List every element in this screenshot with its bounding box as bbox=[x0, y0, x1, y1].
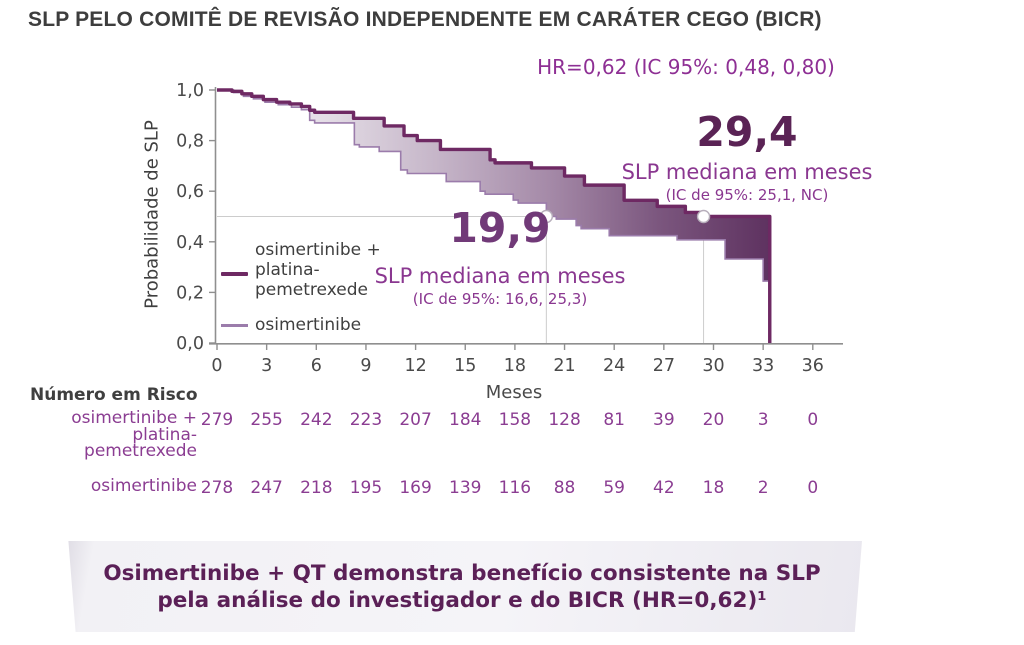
risk-value: 223 bbox=[349, 410, 383, 430]
median-caption-combo: SLP mediana em meses bbox=[621, 160, 873, 184]
legend-swatch-combo-line bbox=[221, 272, 248, 276]
x-axis-label: Meses bbox=[485, 382, 543, 403]
risk-value: 88 bbox=[553, 478, 576, 498]
legend-swatch-osi-line bbox=[221, 324, 248, 327]
page-title: SLP PELO COMITÊ DE REVISÃO INDEPENDENTE … bbox=[28, 8, 822, 31]
risk-table-heading: Número em Risco bbox=[30, 385, 198, 405]
risk-value: 116 bbox=[498, 478, 532, 498]
risk-value: 59 bbox=[603, 478, 625, 498]
risk-value: 169 bbox=[399, 478, 432, 498]
x-tick-label: 15 bbox=[454, 356, 476, 376]
risk-row-label: osimertinibe + platina-pemetrexede bbox=[71, 408, 197, 461]
risk-value: 278 bbox=[200, 478, 234, 498]
legend-label-osi: osimertinibe bbox=[255, 315, 415, 335]
median-marker-osimertinibe bbox=[539, 209, 554, 224]
risk-value: 18 bbox=[702, 478, 725, 498]
legend-label-line: pemetrexede bbox=[255, 280, 368, 300]
x-tick-label: 18 bbox=[504, 356, 526, 376]
risk-value: 207 bbox=[399, 410, 432, 430]
legend-label-line: osimertinibe + bbox=[255, 240, 381, 260]
y-axis-label: Probabilidade de SLP bbox=[141, 120, 163, 309]
banner-text-line2: pela análise do investigador e do BICR (… bbox=[157, 588, 767, 613]
risk-value: 128 bbox=[548, 410, 581, 430]
risk-value: 0 bbox=[807, 410, 819, 430]
median-caption-osimertinibe: SLP mediana em meses bbox=[374, 264, 626, 288]
risk-value: 81 bbox=[603, 410, 625, 430]
median-annotation-osimertinibe: 19,9 SLP mediana em meses (IC de 95%: 16… bbox=[355, 206, 645, 308]
legend-label-line: platina- bbox=[255, 260, 320, 280]
x-tick-label: 30 bbox=[702, 356, 724, 376]
median-value-combo: 29,4 bbox=[696, 108, 798, 156]
km-between-curve-fill bbox=[217, 90, 770, 343]
x-tick-label: 21 bbox=[553, 356, 575, 376]
risk-value: 184 bbox=[449, 410, 482, 430]
risk-value: 255 bbox=[250, 410, 283, 430]
risk-value: 242 bbox=[300, 410, 333, 430]
x-tick-label: 0 bbox=[211, 356, 222, 376]
x-tick-label: 6 bbox=[311, 356, 322, 376]
risk-value: 279 bbox=[200, 410, 234, 430]
risk-value: 139 bbox=[449, 478, 482, 498]
legend-label-combo: osimertinibe + platina-pemetrexede bbox=[255, 240, 415, 300]
hazard-ratio-annotation: HR=0,62 (IC 95%: 0,48, 0,80) bbox=[537, 55, 835, 79]
median-value-osimertinibe: 19,9 bbox=[449, 204, 551, 252]
y-tick-label: 1,0 bbox=[176, 81, 204, 101]
risk-value: 195 bbox=[349, 478, 383, 498]
x-tick-label: 9 bbox=[360, 356, 371, 376]
x-tick-label: 24 bbox=[603, 356, 625, 376]
risk-value: 2 bbox=[757, 478, 769, 498]
x-tick-label: 12 bbox=[404, 356, 426, 376]
x-tick-label: 3 bbox=[261, 356, 272, 376]
risk-value: 42 bbox=[653, 478, 675, 498]
risk-value: 218 bbox=[300, 478, 333, 498]
risk-value: 158 bbox=[498, 410, 532, 430]
median-marker-combo bbox=[696, 209, 711, 224]
median-ci-osimertinibe: (IC de 95%: 16,6, 25,3) bbox=[412, 290, 588, 308]
risk-value: 3 bbox=[757, 410, 769, 430]
y-tick-label: 0,8 bbox=[176, 132, 204, 152]
banner-text-line1: Osimertinibe + QT demonstra benefício co… bbox=[103, 561, 821, 586]
x-tick-label: 27 bbox=[653, 356, 675, 376]
km-curve-combo bbox=[217, 88, 772, 343]
median-annotation-combo: 29,4 SLP mediana em meses (IC de 95%: 25… bbox=[602, 110, 892, 204]
y-tick-label: 0,2 bbox=[176, 283, 204, 303]
y-tick-label: 0,4 bbox=[176, 233, 204, 253]
risk-value: 247 bbox=[250, 478, 283, 498]
risk-row-label: osimertinibe bbox=[90, 476, 197, 496]
x-tick-label: 36 bbox=[802, 356, 824, 376]
summary-banner: Osimertinibe + QT demonstra benefício co… bbox=[68, 541, 862, 632]
y-tick-label: 0,6 bbox=[176, 182, 204, 202]
risk-value: 39 bbox=[653, 410, 675, 430]
risk-value: 0 bbox=[807, 478, 819, 498]
x-tick-label: 33 bbox=[752, 356, 774, 376]
risk-value: 20 bbox=[702, 410, 725, 430]
legend-label-line: osimertinibe bbox=[255, 315, 362, 335]
median-ci-combo: (IC de 95%: 25,1, NC) bbox=[665, 186, 829, 204]
y-tick-label: 0,0 bbox=[176, 334, 204, 354]
